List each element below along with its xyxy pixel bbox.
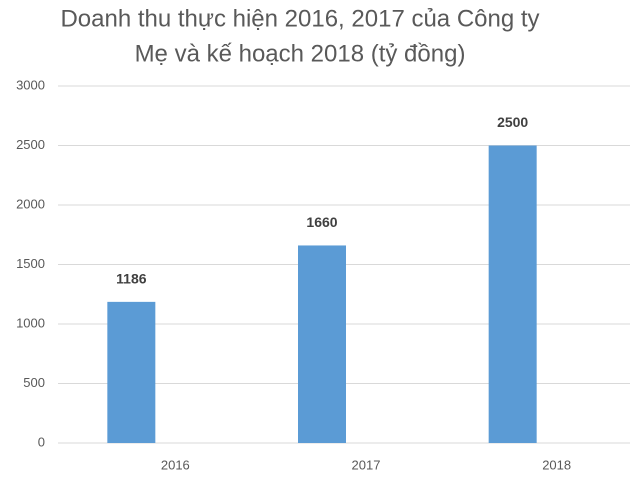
y-tick-label: 2500 (16, 137, 45, 152)
x-tick-label: 2016 (161, 457, 190, 472)
chart-title: Mẹ và kế hoạch 2018 (tỷ đồng) (135, 40, 466, 67)
y-tick-label: 1500 (16, 256, 45, 271)
y-tick-label: 500 (23, 375, 45, 390)
value-label: 1660 (306, 214, 337, 230)
x-tick-label: 2018 (542, 457, 571, 472)
chart-title: Doanh thu thực hiện 2016, 2017 của Công … (60, 5, 539, 32)
y-tick-label: 1000 (16, 315, 45, 330)
bar (107, 301, 156, 443)
y-tick-label: 2000 (16, 196, 45, 211)
y-tick-label: 3000 (16, 77, 45, 92)
value-label: 2500 (497, 114, 528, 130)
y-tick-label: 0 (38, 434, 45, 449)
bar (298, 245, 346, 443)
x-tick-label: 2017 (352, 457, 381, 472)
bar (488, 145, 537, 443)
value-label: 1186 (116, 271, 147, 287)
